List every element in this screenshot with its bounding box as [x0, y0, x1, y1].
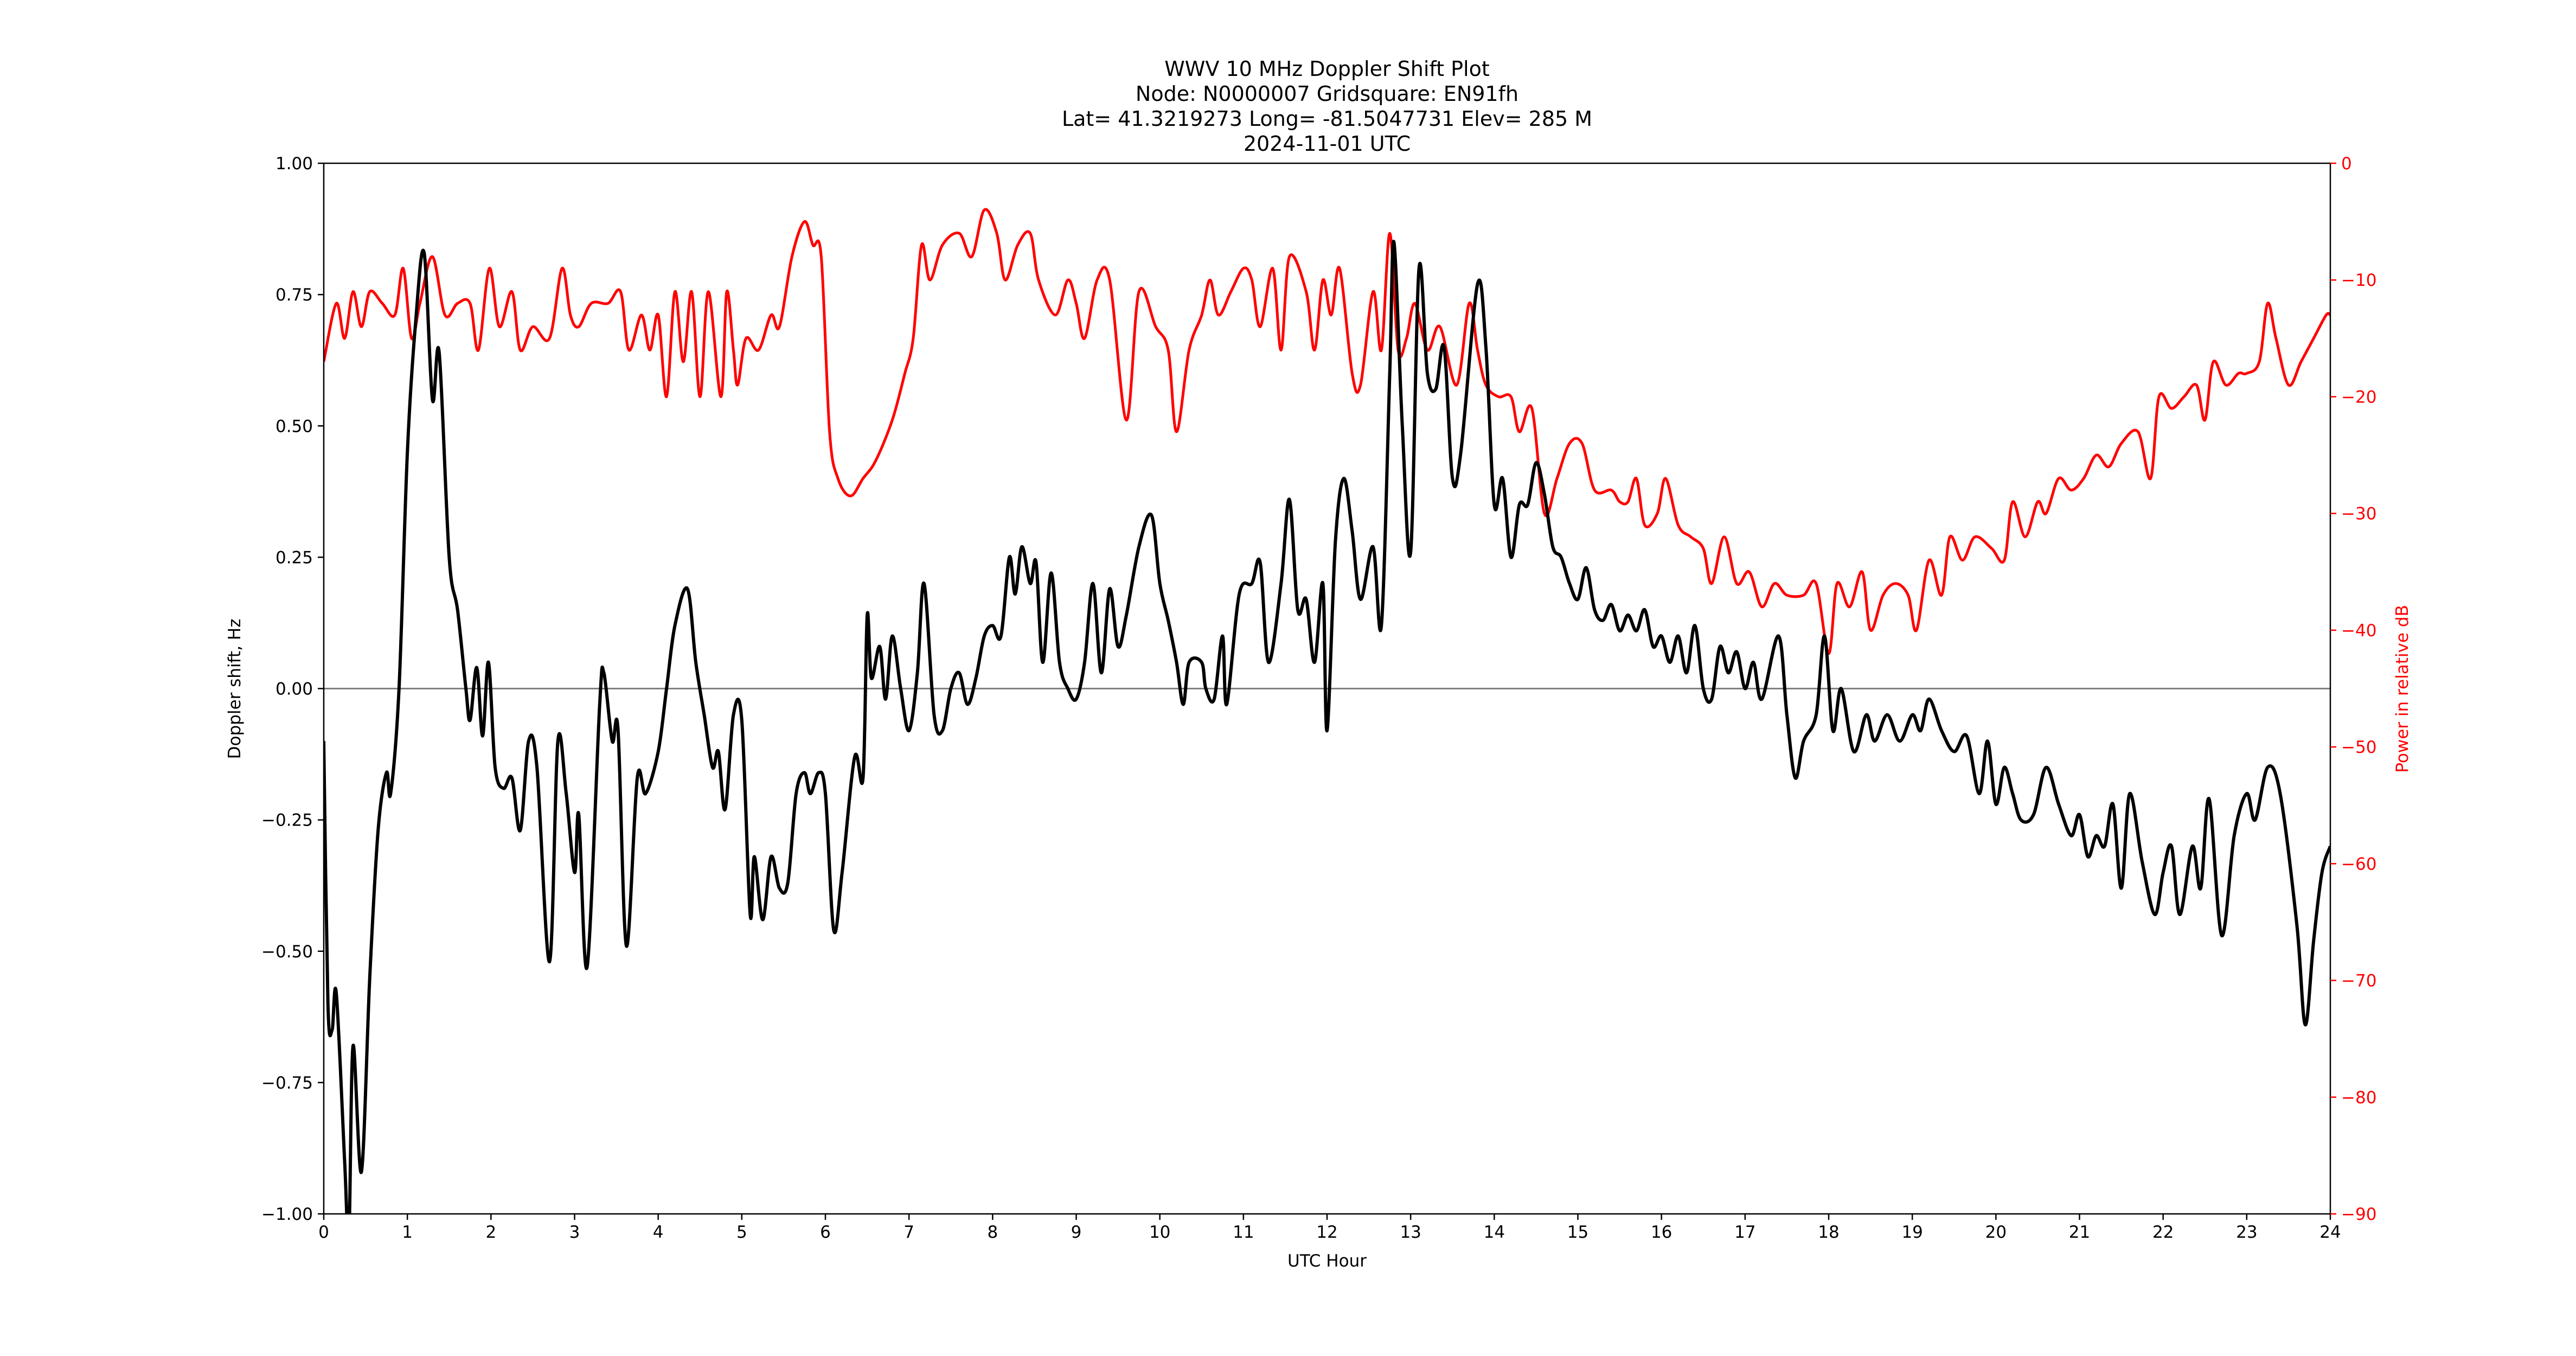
y2-tick-label: −60 — [2341, 854, 2376, 874]
power-series-line — [324, 208, 2330, 655]
y2-tick-label: −90 — [2341, 1205, 2376, 1224]
x-tick-label: 18 — [1818, 1223, 1839, 1242]
x-tick-label: 0 — [318, 1223, 329, 1242]
x-tick-label: 21 — [2069, 1223, 2090, 1242]
y2-tick-label: −40 — [2341, 621, 2376, 641]
y-tick-label: −0.75 — [261, 1073, 313, 1093]
y2-tick-label: −30 — [2341, 504, 2376, 524]
x-tick-label: 4 — [653, 1223, 664, 1242]
plot-area — [324, 208, 2330, 1214]
y-tick-label: 0.25 — [275, 548, 313, 567]
x-tick-label: 16 — [1651, 1223, 1672, 1242]
chart-title: WWV 10 MHz Doppler Shift Plot Node: N000… — [1062, 57, 1592, 156]
x-tick-label: 2 — [485, 1223, 496, 1242]
x-tick-label: 9 — [1071, 1223, 1082, 1242]
x-tick-label: 7 — [903, 1223, 914, 1242]
y2-tick-label: −50 — [2341, 738, 2376, 757]
title-line-1: WWV 10 MHz Doppler Shift Plot — [1164, 57, 1490, 81]
x-tick-label: 3 — [569, 1223, 580, 1242]
title-line-2: Node: N0000007 Gridsquare: EN91fh — [1136, 82, 1518, 106]
x-tick-label: 8 — [987, 1223, 998, 1242]
y-tick-label: −1.00 — [261, 1205, 313, 1224]
x-tick-label: 1 — [402, 1223, 413, 1242]
y2-tick-label: −20 — [2341, 387, 2376, 407]
doppler-series-line — [324, 240, 2330, 1214]
y2-tick-label: −80 — [2341, 1088, 2376, 1108]
y2-tick-label: −70 — [2341, 971, 2376, 991]
x-tick-label: 10 — [1149, 1223, 1170, 1242]
y-tick-label: −0.50 — [261, 942, 313, 962]
y-tick-label: −0.25 — [261, 811, 313, 830]
title-line-4: 2024-11-01 UTC — [1244, 132, 1411, 156]
x-tick-label: 17 — [1734, 1223, 1755, 1242]
x-tick-label: 22 — [2152, 1223, 2174, 1242]
x-tick-label: 11 — [1233, 1223, 1254, 1242]
title-line-3: Lat= 41.3219273 Long= -81.5047731 Elev= … — [1062, 107, 1592, 131]
x-tick-label: 14 — [1484, 1223, 1505, 1242]
y-axis-label: Doppler shift, Hz — [225, 619, 245, 759]
x-tick-label: 5 — [736, 1223, 747, 1242]
x-tick-label: 24 — [2319, 1223, 2341, 1242]
x-tick-label: 20 — [1985, 1223, 2007, 1242]
x-tick-label: 19 — [1901, 1223, 1923, 1242]
x-tick-label: 13 — [1400, 1223, 1421, 1242]
x-tick-label: 6 — [820, 1223, 831, 1242]
y2-axis-label: Power in relative dB — [2393, 605, 2412, 772]
y2-tick-label: −10 — [2341, 271, 2376, 290]
y-tick-label: 0.00 — [275, 680, 313, 699]
x-tick-label: 12 — [1316, 1223, 1337, 1242]
y2-tick-label: 0 — [2341, 154, 2352, 174]
x-tick-label: 23 — [2236, 1223, 2257, 1242]
y-tick-label: 1.00 — [275, 154, 313, 174]
x-axis-label: UTC Hour — [1287, 1251, 1367, 1271]
y-tick-label: 0.75 — [275, 285, 313, 305]
axis-ticks: 0 1 2 3 4 5 6 7 8 9 10 11 12 13 14 15 16 17 18 19 20 21 22 23 24… — [261, 154, 2376, 1242]
y-tick-label: 0.50 — [275, 417, 313, 436]
x-tick-label: 15 — [1567, 1223, 1588, 1242]
